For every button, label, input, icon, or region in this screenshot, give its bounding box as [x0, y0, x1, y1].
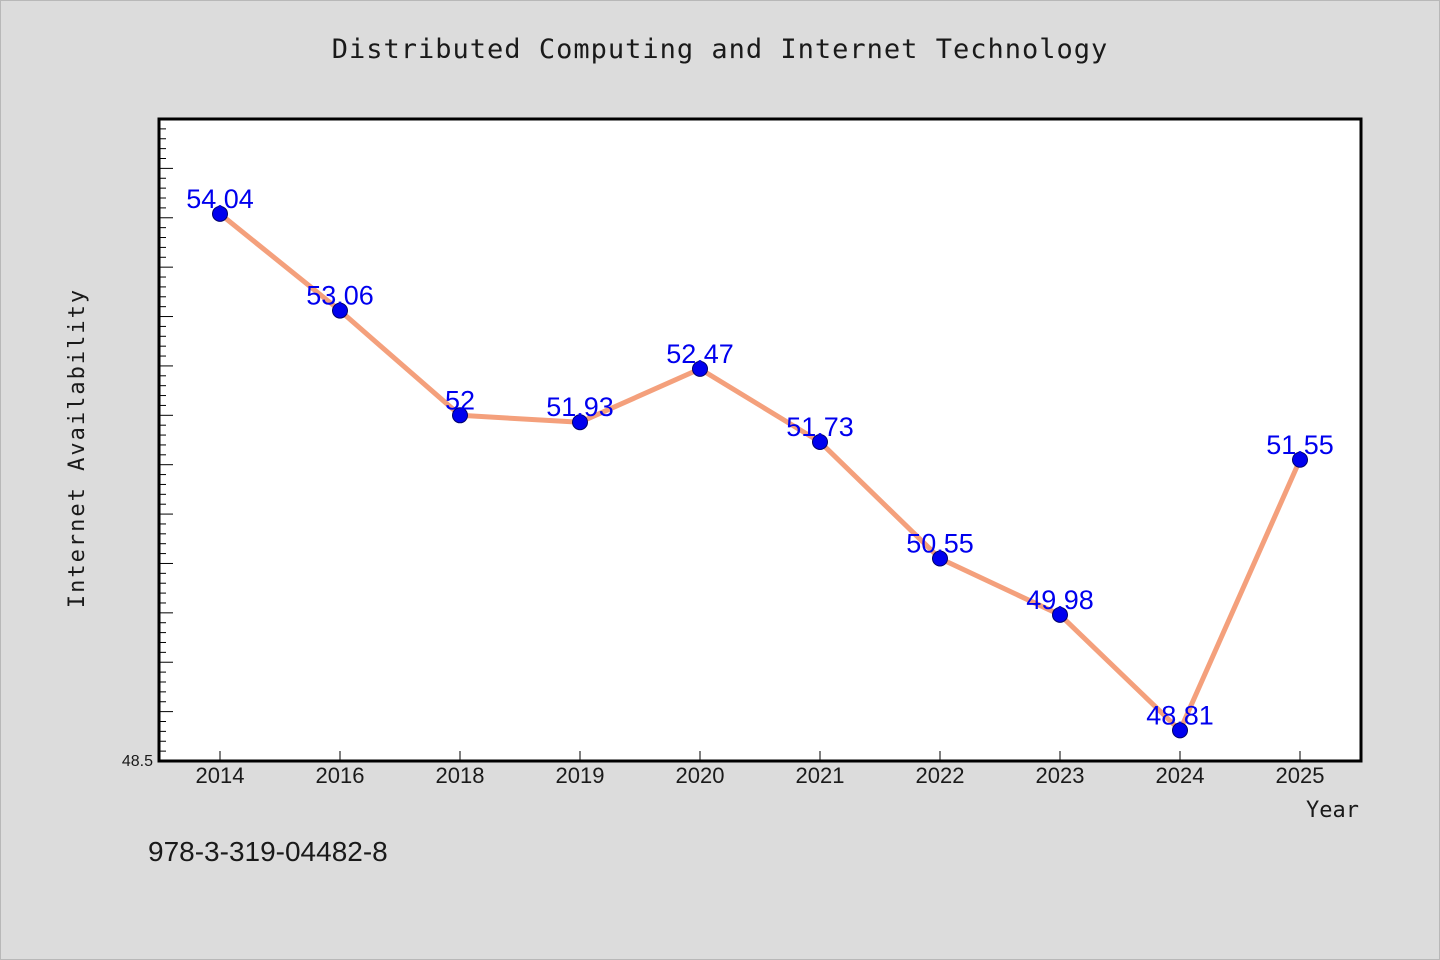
data-label: 52: [445, 385, 475, 415]
data-point: [212, 205, 228, 222]
series-layer: [212, 205, 1308, 739]
data-label: 49.98: [1026, 585, 1094, 615]
data-point: [332, 302, 348, 319]
y-axis-title: Internet Availability: [65, 288, 90, 608]
data-label: 53.06: [306, 281, 374, 311]
footer-code: 978-3-319-04482-8: [148, 836, 388, 867]
data-label: 50.55: [906, 529, 974, 559]
x-tick-label: 2020: [676, 763, 725, 788]
y-axis-min-label: 48.5: [122, 753, 153, 770]
data-point: [1052, 606, 1068, 623]
data-label: 48.81: [1146, 700, 1214, 730]
y-axis-ticks: [159, 128, 173, 752]
x-axis-ticks: [219, 751, 1301, 761]
x-tick-label: 2019: [556, 763, 605, 788]
x-tick-label: 2016: [316, 763, 365, 788]
x-tick-label: 2014: [196, 763, 245, 788]
data-point: [452, 407, 468, 424]
series-line: [217, 211, 1303, 733]
data-point: [1172, 722, 1188, 739]
data-label: 51.93: [546, 392, 614, 422]
plot-area: [157, 117, 1363, 763]
data-point: [932, 550, 948, 567]
x-axis-tick-labels: 2014 2016 2018 2019 2020 2021 2022 2023 2024 2025: [196, 763, 1325, 788]
data-label: 54.04: [186, 184, 254, 214]
x-tick-label: 2018: [436, 763, 485, 788]
data-point: [692, 360, 708, 377]
data-point: [812, 433, 828, 450]
data-label: 52.47: [666, 339, 734, 369]
data-label: 51.73: [786, 412, 854, 442]
data-labels: 54.04 53.06 52 51.93 52.47 51.73 50.55 49.98 48.…: [186, 184, 1334, 731]
data-label: 51.55: [1266, 430, 1334, 460]
chart-title: Distributed Computing and Internet Techn…: [331, 34, 1109, 65]
data-point: [572, 414, 588, 431]
x-tick-label: 2025: [1276, 763, 1325, 788]
x-tick-label: 2021: [796, 763, 845, 788]
x-axis-title: Year: [1306, 798, 1359, 823]
data-point: [1292, 451, 1308, 468]
x-tick-label: 2022: [916, 763, 965, 788]
x-tick-label: 2023: [1036, 763, 1085, 788]
x-tick-label: 2024: [1156, 763, 1205, 788]
